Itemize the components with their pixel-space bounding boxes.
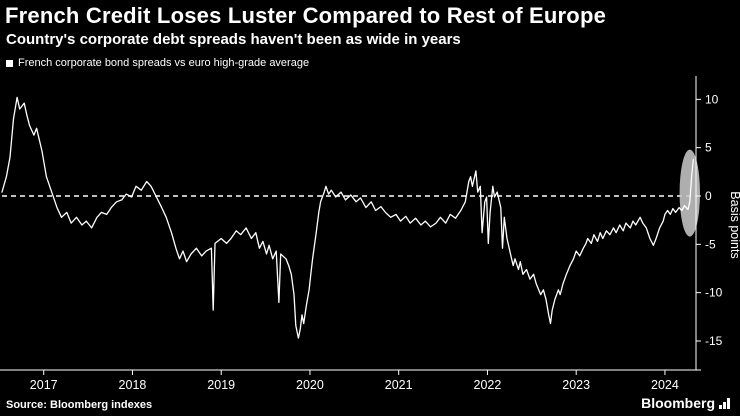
chart-subtitle: Country's corporate debt spreads haven't… xyxy=(6,31,461,48)
source-note: Source: Bloomberg indexes xyxy=(6,399,153,411)
x-tick-label: 2024 xyxy=(651,378,679,392)
x-tick-label: 2018 xyxy=(119,378,147,392)
bloomberg-logo: Bloomberg xyxy=(641,395,730,411)
x-tick-label: 2021 xyxy=(385,378,413,392)
bloomberg-wordmark: Bloomberg xyxy=(641,395,715,411)
y-tick-label: 0 xyxy=(705,189,712,203)
legend-label: French corporate bond spreads vs euro hi… xyxy=(18,57,310,69)
y-axis-title: Basis points xyxy=(728,191,740,258)
y-tick-label: 5 xyxy=(705,141,712,155)
chart-title: French Credit Loses Luster Compared to R… xyxy=(5,3,607,28)
y-tick-label: -5 xyxy=(705,237,716,251)
legend: French corporate bond spreads vs euro hi… xyxy=(6,57,309,69)
x-tick-label: 2023 xyxy=(562,378,590,392)
x-tick-label: 2017 xyxy=(30,378,58,392)
y-tick-label: -15 xyxy=(705,334,723,348)
y-tick-label: -10 xyxy=(705,286,723,300)
spread-series-line xyxy=(1,96,694,339)
x-tick-label: 2022 xyxy=(474,378,502,392)
y-tick-label: 10 xyxy=(705,92,719,106)
legend-square-marker-icon xyxy=(6,59,13,67)
x-tick-label: 2020 xyxy=(296,378,324,392)
x-tick-label: 2019 xyxy=(207,378,235,392)
bar-chart-icon xyxy=(719,397,730,409)
